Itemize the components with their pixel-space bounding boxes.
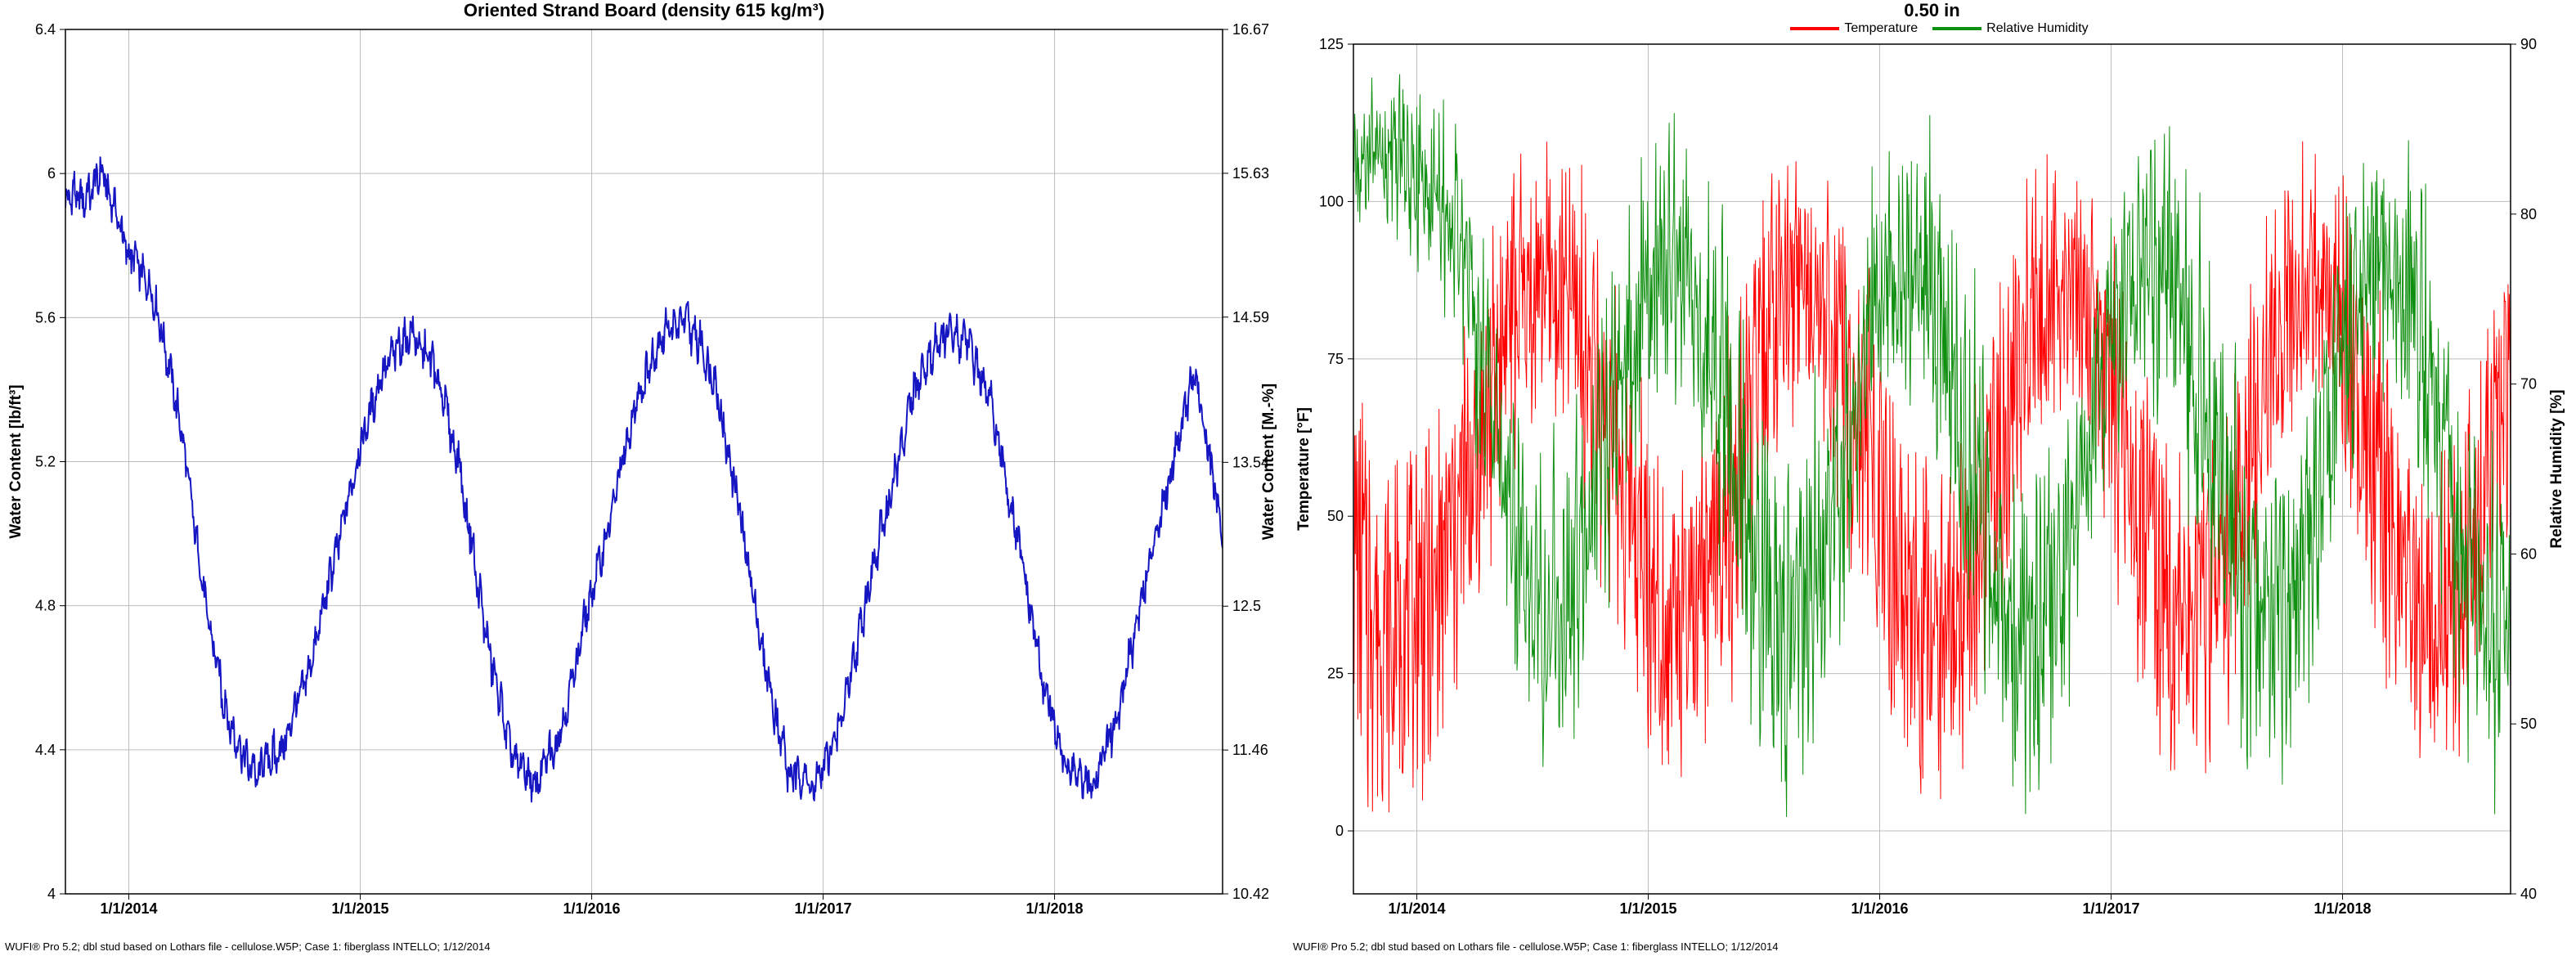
svg-text:1/1/2018: 1/1/2018 bbox=[2313, 900, 2371, 917]
svg-text:5.6: 5.6 bbox=[35, 309, 56, 325]
left-chart-svg: 44.44.85.25.666.410.4211.4612.513.5414.5… bbox=[0, 21, 1288, 939]
svg-text:14.59: 14.59 bbox=[1232, 309, 1269, 325]
svg-text:16.67: 16.67 bbox=[1232, 21, 1269, 38]
svg-text:1/1/2017: 1/1/2017 bbox=[2082, 900, 2139, 917]
svg-text:1/1/2015: 1/1/2015 bbox=[331, 900, 388, 917]
svg-text:50: 50 bbox=[2520, 716, 2537, 732]
svg-text:11.46: 11.46 bbox=[1232, 742, 1268, 758]
left-chart-title: Oriented Strand Board (density 615 kg/m³… bbox=[0, 0, 1288, 21]
left-chart: 44.44.85.25.666.410.4211.4612.513.5414.5… bbox=[0, 21, 1288, 939]
svg-text:6: 6 bbox=[47, 165, 56, 182]
legend-label: Relative Humidity bbox=[1986, 21, 2088, 35]
page: Oriented Strand Board (density 615 kg/m³… bbox=[0, 0, 2576, 956]
svg-text:4.8: 4.8 bbox=[35, 598, 56, 614]
svg-text:75: 75 bbox=[1327, 351, 1344, 367]
right-panel: 0.50 in Temperature Relative Humidity 0 25… bbox=[1288, 0, 2576, 956]
svg-text:10.42: 10.42 bbox=[1232, 886, 1269, 902]
right-chart-svg: 0 25 50 75 100 125 40 50 60 70 80 90 1/1/2014 1/1/201… bbox=[1288, 36, 2576, 939]
svg-text:Water Content [lb/ft³]: Water Content [lb/ft³] bbox=[7, 384, 25, 538]
svg-text:Relative Humidity [%]: Relative Humidity [%] bbox=[2548, 389, 2565, 548]
svg-text:0: 0 bbox=[1335, 823, 1344, 839]
legend-swatch bbox=[1790, 27, 1839, 30]
svg-text:90: 90 bbox=[2520, 36, 2537, 52]
svg-text:1/1/2014: 1/1/2014 bbox=[100, 900, 157, 917]
svg-text:1/1/2018: 1/1/2018 bbox=[1025, 900, 1083, 917]
svg-text:1/1/2017: 1/1/2017 bbox=[794, 900, 851, 917]
svg-text:60: 60 bbox=[2520, 545, 2537, 562]
legend-swatch bbox=[1932, 27, 1981, 30]
svg-text:4.4: 4.4 bbox=[35, 742, 56, 758]
svg-text:6.4: 6.4 bbox=[35, 21, 56, 38]
svg-text:1/1/2014: 1/1/2014 bbox=[1388, 900, 1445, 917]
svg-text:50: 50 bbox=[1327, 508, 1344, 524]
left-footer: WUFI® Pro 5.2; dbl stud based on Lothars… bbox=[0, 939, 1288, 956]
svg-text:Temperature [°F]: Temperature [°F] bbox=[1295, 407, 1313, 531]
svg-text:Water Content [M.-%]: Water Content [M.-%] bbox=[1260, 384, 1277, 540]
svg-text:4: 4 bbox=[47, 886, 56, 902]
svg-text:5.2: 5.2 bbox=[35, 454, 56, 470]
right-legend: Temperature Relative Humidity bbox=[1288, 21, 2576, 36]
svg-text:100: 100 bbox=[1319, 193, 1344, 209]
svg-text:80: 80 bbox=[2520, 206, 2537, 222]
right-footer: WUFI® Pro 5.2; dbl stud based on Lothars… bbox=[1288, 939, 2576, 956]
right-chart-title: 0.50 in bbox=[1288, 0, 2576, 21]
svg-text:25: 25 bbox=[1327, 666, 1344, 682]
svg-text:12.5: 12.5 bbox=[1232, 598, 1261, 614]
svg-text:1/1/2016: 1/1/2016 bbox=[1851, 900, 1908, 917]
svg-text:125: 125 bbox=[1319, 36, 1344, 52]
legend-label: Temperature bbox=[1844, 21, 1918, 35]
left-panel: Oriented Strand Board (density 615 kg/m³… bbox=[0, 0, 1288, 956]
svg-text:1/1/2016: 1/1/2016 bbox=[563, 900, 620, 917]
svg-text:70: 70 bbox=[2520, 376, 2537, 393]
svg-text:15.63: 15.63 bbox=[1232, 165, 1269, 182]
right-chart: 0 25 50 75 100 125 40 50 60 70 80 90 1/1/2014 1/1/201… bbox=[1288, 36, 2576, 939]
svg-text:40: 40 bbox=[2520, 886, 2537, 902]
svg-text:1/1/2015: 1/1/2015 bbox=[1619, 900, 1676, 917]
